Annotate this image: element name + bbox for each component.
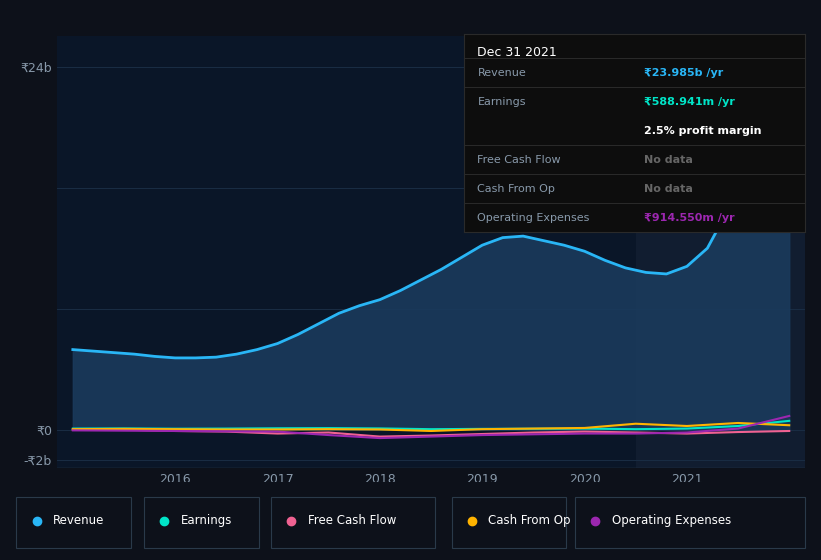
Bar bbox=[635, 36, 805, 468]
Text: ₹23.985b /yr: ₹23.985b /yr bbox=[644, 68, 723, 78]
Text: Free Cash Flow: Free Cash Flow bbox=[308, 514, 397, 528]
Text: Operating Expenses: Operating Expenses bbox=[612, 514, 731, 528]
Text: No data: No data bbox=[644, 155, 693, 165]
Text: 2.5% profit margin: 2.5% profit margin bbox=[644, 126, 762, 136]
Text: Dec 31 2021: Dec 31 2021 bbox=[478, 45, 557, 59]
Text: Cash From Op: Cash From Op bbox=[488, 514, 571, 528]
Text: Revenue: Revenue bbox=[53, 514, 105, 528]
Text: ₹588.941m /yr: ₹588.941m /yr bbox=[644, 97, 736, 107]
Text: Free Cash Flow: Free Cash Flow bbox=[478, 155, 561, 165]
Text: Earnings: Earnings bbox=[478, 97, 526, 107]
Text: No data: No data bbox=[644, 184, 693, 194]
Text: Operating Expenses: Operating Expenses bbox=[478, 213, 589, 223]
Text: Earnings: Earnings bbox=[181, 514, 232, 528]
Text: Cash From Op: Cash From Op bbox=[478, 184, 555, 194]
Text: Revenue: Revenue bbox=[478, 68, 526, 78]
Text: ₹914.550m /yr: ₹914.550m /yr bbox=[644, 213, 735, 223]
